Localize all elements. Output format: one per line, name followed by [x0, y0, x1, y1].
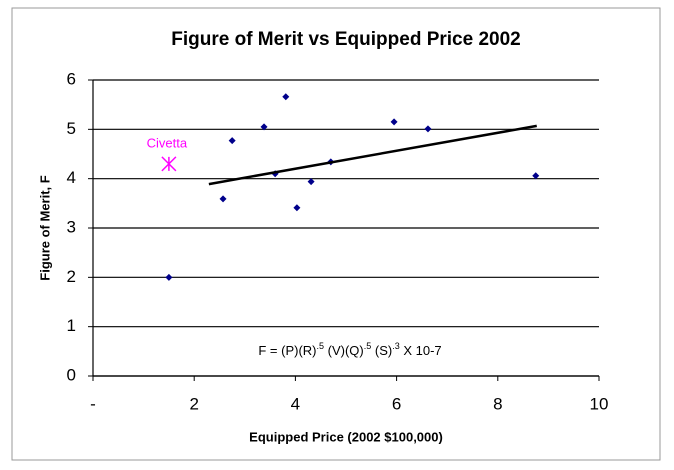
y-tick-label: 5 [67, 119, 76, 138]
y-tick-label: 0 [67, 365, 76, 384]
x-tick-label: 4 [291, 394, 300, 413]
point [532, 172, 540, 180]
x-tick-label: 2 [189, 394, 198, 413]
y-tick-label: 1 [67, 316, 76, 335]
chart-title: Figure of Merit vs Equipped Price 2002 [171, 29, 521, 50]
x-axis-label: Equipped Price (2002 $100,000) [249, 429, 443, 444]
point [307, 178, 315, 186]
formula-text: X 10-7 [400, 343, 442, 358]
y-tick-label: 3 [67, 217, 76, 236]
y-tick-label: 2 [67, 267, 76, 286]
y-axis-label: Figure of Merit, F [37, 175, 52, 281]
x-tick-label: 10 [590, 394, 609, 413]
point [228, 137, 236, 145]
point [165, 273, 173, 281]
point [260, 123, 268, 131]
formula-superscript: .5 [364, 341, 372, 351]
point [390, 118, 398, 126]
annotation-marker [161, 156, 177, 172]
formula-superscript: .5 [317, 341, 325, 351]
formula-text: (S) [371, 343, 392, 358]
point [219, 195, 227, 203]
annotation-label: Civetta [147, 135, 188, 150]
formula-text: (V)(Q) [324, 343, 364, 358]
y-tick-label: 4 [67, 168, 76, 187]
trendline [208, 124, 537, 186]
formula-text: F = (P)(R) [258, 343, 316, 358]
x-tick-label: 8 [493, 394, 502, 413]
x-tick-label: - [90, 394, 96, 413]
formula-superscript: .3 [392, 341, 400, 351]
chart-frame [11, 7, 661, 461]
formula: F = (P)(R).5 (V)(Q).5 (S).3 X 10-7 [258, 341, 441, 358]
x-tick-label: 6 [392, 394, 401, 413]
point [293, 204, 301, 212]
point [282, 93, 290, 101]
point [424, 125, 432, 133]
y-tick-label: 6 [67, 69, 76, 88]
